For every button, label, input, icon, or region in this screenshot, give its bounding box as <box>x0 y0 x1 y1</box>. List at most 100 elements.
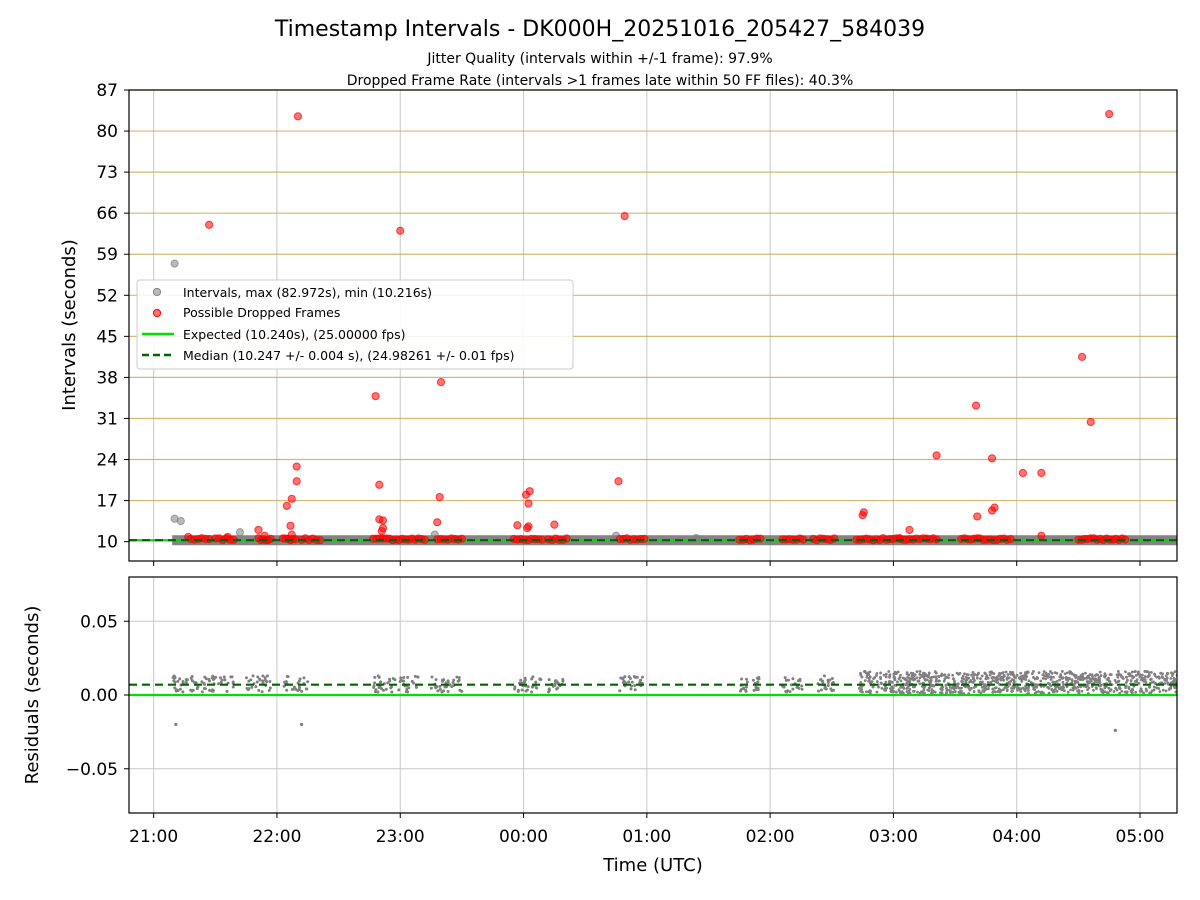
residuals-data <box>129 670 1177 733</box>
residual-point <box>905 671 909 675</box>
residual-point <box>547 678 551 682</box>
legend-expected-label: Expected (10.240s), (25.00000 fps) <box>183 327 405 342</box>
residual-point <box>1108 689 1112 693</box>
residual-point <box>913 673 917 677</box>
residual-point <box>945 690 948 694</box>
residual-point <box>202 681 206 685</box>
residual-point <box>1123 670 1127 674</box>
residual-point <box>1096 673 1100 677</box>
residual-point <box>446 679 450 683</box>
residual-point <box>1088 681 1091 685</box>
residual-point <box>1086 692 1090 695</box>
residual-point <box>1169 677 1173 680</box>
residual-point <box>888 675 891 679</box>
residual-point <box>436 689 440 693</box>
residual-point <box>520 688 524 692</box>
residual-point <box>1019 690 1023 693</box>
residual-point <box>783 676 787 680</box>
dropped-frame-point <box>282 501 291 510</box>
intervals-y-tick-label: 45 <box>96 327 118 347</box>
residual-point <box>908 691 912 695</box>
residual-point <box>960 689 963 693</box>
residual-point <box>1165 676 1169 680</box>
residual-point <box>1141 677 1145 681</box>
residual-point <box>1046 685 1049 689</box>
residual-point <box>932 675 936 679</box>
residual-point <box>1143 675 1147 678</box>
residual-point <box>305 687 309 691</box>
residual-point <box>900 691 904 695</box>
residual-point <box>189 676 193 680</box>
residual-point <box>174 722 178 727</box>
residual-point <box>434 685 438 689</box>
residual-point <box>554 679 558 683</box>
residual-point <box>1093 680 1097 683</box>
intervals-y-tick-label: 87 <box>96 81 118 101</box>
residual-point <box>1108 673 1112 676</box>
residual-point <box>926 688 930 692</box>
interval-point <box>170 259 179 268</box>
residual-point <box>1036 683 1040 687</box>
residual-point <box>883 688 887 692</box>
residual-point <box>940 688 944 692</box>
residual-point <box>965 673 969 676</box>
residual-point <box>952 687 956 691</box>
residual-point <box>218 676 222 680</box>
residual-point <box>621 677 625 681</box>
dropped-frame-point <box>971 401 981 410</box>
residual-point <box>1073 679 1077 683</box>
residual-point <box>922 676 926 679</box>
residual-point <box>1046 681 1050 685</box>
x-tick-label: 02:00 <box>746 827 795 847</box>
residual-point <box>1062 683 1066 686</box>
residual-point <box>1033 691 1037 695</box>
residual-point <box>957 686 961 690</box>
residual-point <box>1141 673 1144 677</box>
residual-point <box>265 680 269 684</box>
residual-point <box>1061 676 1065 680</box>
residual-point <box>975 676 979 680</box>
residual-point <box>1074 686 1078 690</box>
residual-point <box>1127 687 1131 691</box>
residual-point <box>1014 676 1017 680</box>
residual-point <box>1171 672 1175 676</box>
residual-point <box>523 680 527 684</box>
residual-point <box>247 679 251 683</box>
residual-point <box>954 685 958 689</box>
residual-point <box>1008 682 1012 686</box>
residual-point <box>931 683 935 687</box>
residual-point <box>223 678 227 682</box>
dropped-frame-point <box>987 454 997 463</box>
residual-point <box>172 674 176 678</box>
residual-point <box>884 675 888 679</box>
residual-point <box>819 688 823 692</box>
residual-point <box>297 685 301 689</box>
residual-point <box>915 670 919 674</box>
residual-point <box>1066 679 1070 682</box>
residual-point <box>535 686 539 690</box>
residual-point <box>912 689 916 693</box>
residual-point <box>913 685 917 689</box>
residual-point <box>787 678 791 682</box>
residual-point <box>977 690 981 694</box>
intervals-y-tick-label: 80 <box>96 122 118 142</box>
residual-point <box>414 685 418 689</box>
dropped-frame-point <box>396 226 405 235</box>
residual-point <box>402 676 406 680</box>
residual-point <box>539 678 543 682</box>
legend-dropped-label: Possible Dropped Frames <box>183 305 340 320</box>
residual-point <box>225 689 229 693</box>
residual-point <box>388 679 392 683</box>
residual-point <box>1047 691 1051 695</box>
residual-point <box>1039 679 1043 683</box>
residual-point <box>784 678 788 682</box>
residual-point <box>1172 676 1176 680</box>
residual-point <box>945 683 949 687</box>
residual-point <box>641 675 645 679</box>
residual-point <box>219 680 223 684</box>
residual-point <box>756 680 760 684</box>
residual-point <box>1055 689 1059 693</box>
residual-point <box>268 686 272 690</box>
residual-point <box>940 691 944 695</box>
residual-point <box>1027 679 1031 683</box>
